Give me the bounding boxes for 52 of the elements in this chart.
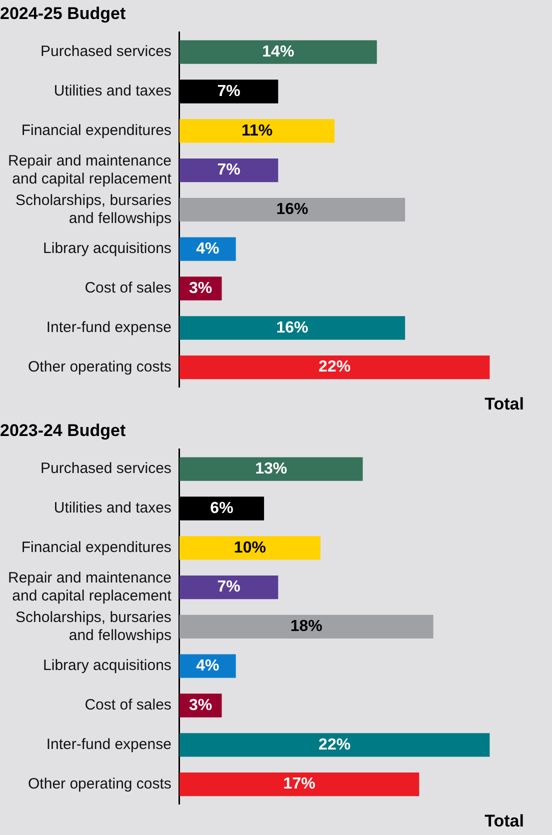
- y-tick-label: Library acquisitions: [43, 657, 172, 674]
- y-tick-label: Financial expenditures: [21, 539, 172, 556]
- bar: [179, 733, 490, 757]
- y-tick-label: Purchased services: [40, 460, 172, 478]
- text: Total: [484, 394, 524, 414]
- data-label: 4%: [196, 658, 220, 675]
- y-tick-label: Utilities and taxes: [54, 500, 172, 517]
- y-tick-label: Scholarships, bursaries and fellowships: [16, 608, 172, 644]
- data-label: 16%: [276, 319, 308, 336]
- y-tick-label: Other operating costs: [28, 775, 172, 792]
- y-tick-label: Cost of sales: [84, 280, 172, 297]
- text: Total: [484, 812, 524, 831]
- bar: [179, 772, 420, 796]
- data-label: 6%: [210, 500, 234, 517]
- data-label: 18%: [290, 618, 322, 636]
- bar: [179, 316, 406, 340]
- y-tick-label: Inter-fund expense: [46, 319, 172, 336]
- bar: [179, 355, 490, 380]
- y-tick-label: Inter-fund expense: [46, 736, 172, 754]
- y-tick-label: Scholarships, bursaries and fellowships: [16, 192, 172, 227]
- data-label: 7%: [217, 82, 240, 100]
- data-label: 7%: [217, 578, 240, 596]
- bar: [179, 457, 363, 481]
- bar: [179, 575, 278, 600]
- y-tick-label: Purchased services: [40, 43, 172, 60]
- data-label: 3%: [189, 280, 212, 297]
- y-tick-label: Library acquisitions: [43, 240, 172, 258]
- data-label: 13%: [255, 460, 288, 478]
- bar: [179, 614, 434, 639]
- chart-title: 2023-24 Budget: [0, 420, 126, 440]
- data-label: 4%: [196, 240, 220, 258]
- bar: [179, 119, 335, 143]
- data-label: 14%: [262, 44, 294, 61]
- data-label: 11%: [241, 122, 273, 140]
- data-label: 16%: [276, 201, 308, 218]
- data-label: 22%: [318, 358, 351, 376]
- bar: [179, 40, 377, 64]
- y-tick-label: Utilities and taxes: [54, 82, 172, 100]
- chart-title: 2024-25 Budget: [0, 4, 126, 23]
- bar: [179, 536, 320, 560]
- y-tick-label: Financial expenditures: [21, 122, 172, 140]
- bar: [179, 198, 406, 222]
- y-tick-label: Repair and maintenance and capital replacement: [8, 569, 172, 604]
- data-label: 7%: [217, 162, 240, 179]
- data-label: 17%: [283, 776, 316, 793]
- data-label: 3%: [189, 696, 212, 714]
- y-tick-label: Repair and maintenance and capital replacement: [8, 152, 172, 188]
- bar: [179, 158, 278, 182]
- data-label: 10%: [234, 539, 266, 556]
- data-label: 22%: [318, 736, 351, 754]
- y-tick-label: Cost of sales: [84, 696, 172, 714]
- y-tick-label: Other operating costs: [28, 358, 172, 376]
